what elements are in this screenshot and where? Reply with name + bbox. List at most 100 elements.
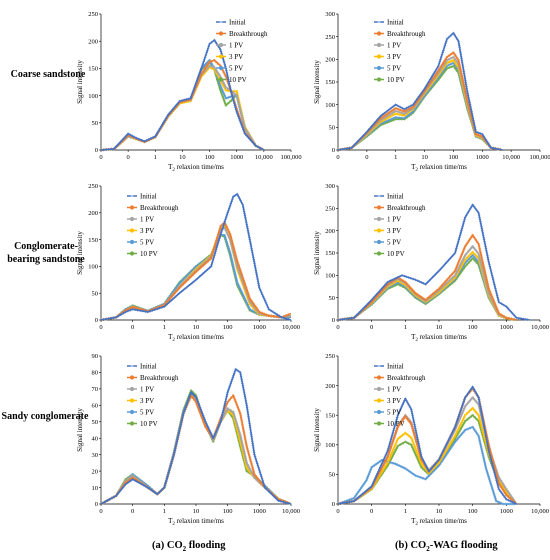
data-point: [198, 267, 201, 271]
data-point: [483, 242, 487, 246]
legend-label: 3 PV: [140, 227, 154, 235]
data-point: [416, 279, 419, 282]
data-point: [247, 465, 251, 469]
data-point: [475, 254, 478, 258]
data-point: [128, 133, 132, 137]
data-point: [244, 299, 248, 303]
data-point: [440, 265, 444, 269]
data-point: [226, 400, 229, 404]
data-point: [160, 306, 164, 309]
data-point: [467, 209, 471, 213]
data-point: [457, 238, 461, 241]
data-point: [385, 119, 389, 123]
data-point: [203, 58, 206, 61]
data-point: [169, 464, 172, 467]
data-point: [211, 258, 215, 262]
x-tick-label: 1000: [500, 508, 513, 515]
data-point: [394, 106, 398, 110]
data-point: [350, 497, 354, 501]
data-point: [164, 303, 168, 307]
data-point: [496, 296, 500, 299]
y-tick-label: 70: [92, 386, 99, 393]
data-point: [406, 418, 410, 422]
data-point: [465, 403, 468, 406]
data-point: [222, 60, 226, 64]
data-point: [211, 436, 215, 440]
data-point: [475, 209, 479, 213]
y-tick-label: 90: [92, 353, 99, 360]
legend-item: 1 PV: [127, 215, 154, 223]
data-point: [131, 478, 134, 481]
data-point: [443, 59, 446, 63]
data-point: [122, 137, 125, 140]
data-point: [158, 127, 162, 130]
data-point: [345, 147, 349, 150]
data-point: [336, 148, 340, 152]
data-point: [457, 42, 461, 45]
data-point: [194, 265, 198, 268]
data-point: [412, 472, 415, 476]
data-point: [250, 472, 254, 475]
data-point: [442, 46, 446, 50]
x-tick-label: 10,000: [531, 508, 549, 515]
data-point: [225, 393, 229, 396]
data-point: [501, 481, 504, 485]
legend-item: 10 PV: [127, 420, 158, 428]
data-point: [362, 134, 365, 137]
y-tick-label: 300: [325, 11, 335, 18]
data-point: [393, 462, 397, 466]
y-tick-label: 80: [92, 370, 99, 377]
data-point: [474, 257, 477, 260]
data-point: [242, 390, 246, 394]
data-point: [461, 262, 465, 265]
data-point: [471, 425, 474, 429]
data-point: [117, 142, 121, 145]
data-point: [352, 316, 356, 320]
data-point: [268, 491, 272, 494]
data-point: [471, 203, 474, 207]
data-point: [231, 97, 235, 101]
data-point: [184, 275, 188, 278]
y-tick-label: 200: [325, 228, 335, 235]
legend-label: Initial: [387, 192, 404, 200]
data-point: [242, 279, 246, 283]
data-point: [468, 426, 472, 430]
data-point: [246, 135, 250, 139]
data-point: [463, 74, 466, 78]
data-point: [343, 147, 347, 151]
data-point: [227, 101, 230, 105]
data-point: [409, 104, 413, 108]
data-point: [245, 401, 248, 405]
x-tick-label: 1: [394, 154, 397, 161]
data-point: [459, 422, 463, 425]
data-point: [469, 397, 473, 401]
legend-label: 1 PV: [387, 215, 401, 223]
data-point: [457, 39, 460, 43]
data-point: [241, 382, 244, 385]
data-point: [479, 220, 482, 224]
data-point: [245, 223, 249, 226]
data-point: [260, 475, 263, 478]
data-point: [380, 471, 383, 474]
data-point: [226, 390, 229, 394]
data-point: [242, 209, 246, 213]
data-point: [500, 302, 503, 305]
data-point: [452, 31, 455, 35]
data-point: [183, 277, 186, 280]
data-point: [183, 407, 187, 411]
data-point: [384, 110, 388, 114]
data-point: [225, 225, 229, 229]
y-tick-label: 150: [325, 250, 335, 257]
data-point: [478, 215, 481, 219]
data-point: [189, 393, 192, 396]
data-point: [338, 318, 342, 321]
data-point: [226, 407, 229, 410]
data-point: [247, 233, 251, 237]
data-point: [201, 414, 205, 417]
data-point: [445, 37, 449, 41]
data-point: [398, 436, 402, 439]
data-point: [167, 298, 171, 302]
data-point: [458, 233, 462, 237]
data-point: [218, 235, 222, 238]
data-point: [191, 90, 195, 94]
